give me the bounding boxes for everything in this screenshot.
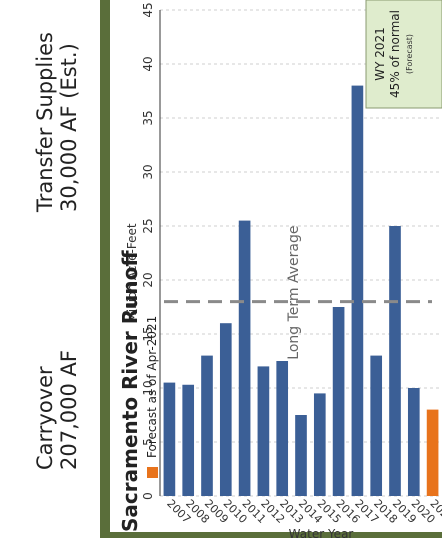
panel-divider-bar [100, 0, 110, 538]
bar-2010 [219, 323, 232, 496]
bar-2012 [257, 366, 270, 496]
forecast-callout: WY 2021 45% of normal (Forecast) [365, 0, 442, 109]
bar-2013 [276, 361, 289, 496]
year-axis-ticks: 2007200820092010201120122013201420152016… [164, 497, 442, 526]
legend-label-forecast: Forecast as of Apr-2021 [145, 316, 159, 458]
bar-2015 [313, 393, 326, 496]
value-tick-label: 45 [141, 2, 155, 17]
long-term-average-label: Long Term Average [286, 225, 302, 359]
bar-2008 [182, 384, 195, 496]
value-tick-label: 10 [141, 380, 155, 395]
bar-2009 [201, 355, 213, 496]
callout-forecast-note: (Forecast) [405, 34, 414, 74]
bar-2021 [426, 409, 439, 496]
bar-2018 [370, 355, 383, 496]
bar-2017 [351, 85, 364, 496]
chart-bars [163, 85, 439, 496]
legend-swatch-forecast [147, 467, 158, 478]
carryover-panel: Carryover 207,000 AF [33, 350, 81, 470]
bar-2007 [163, 382, 176, 496]
value-axis-title: Million Acre-Feet [125, 223, 139, 322]
value-tick-label: 15 [141, 326, 155, 341]
year-axis-title: Water Year [289, 527, 354, 538]
callout-year: WY 2021 [373, 27, 387, 81]
runoff-chart: Long Term Average 0 5 10 15 20 25 30 35 40 45 200… [118, 2, 442, 538]
forecast-callout-box [365, 0, 442, 109]
value-axis-ticks: 0 5 10 15 20 25 30 35 40 45 [141, 2, 155, 499]
value-tick-label: 25 [141, 218, 155, 233]
value-tick-label: 20 [141, 272, 155, 287]
bar-2016 [332, 307, 345, 496]
bar-2011 [238, 220, 251, 496]
carryover-value: 207,000 AF [57, 350, 81, 470]
bar-2020 [407, 388, 420, 496]
value-tick-label: 35 [141, 110, 155, 125]
bar-2019 [389, 226, 401, 496]
value-tick-label: 30 [141, 164, 155, 179]
transfer-value: 30,000 AF (Est.) [57, 43, 81, 212]
value-tick-label: 40 [141, 56, 155, 71]
value-tick-label: 5 [141, 438, 155, 446]
chart-frame-bottom [100, 532, 442, 538]
transfer-label: Transfer Supplies [33, 32, 57, 213]
chart-title: Sacramento River Runoff [118, 250, 142, 532]
bar-2014 [295, 415, 307, 496]
callout-percent: 45% of normal [388, 10, 402, 98]
carryover-label: Carryover [33, 366, 57, 470]
value-tick-label: 0 [141, 492, 155, 500]
transfer-panel: Transfer Supplies 30,000 AF (Est.) [33, 32, 81, 213]
